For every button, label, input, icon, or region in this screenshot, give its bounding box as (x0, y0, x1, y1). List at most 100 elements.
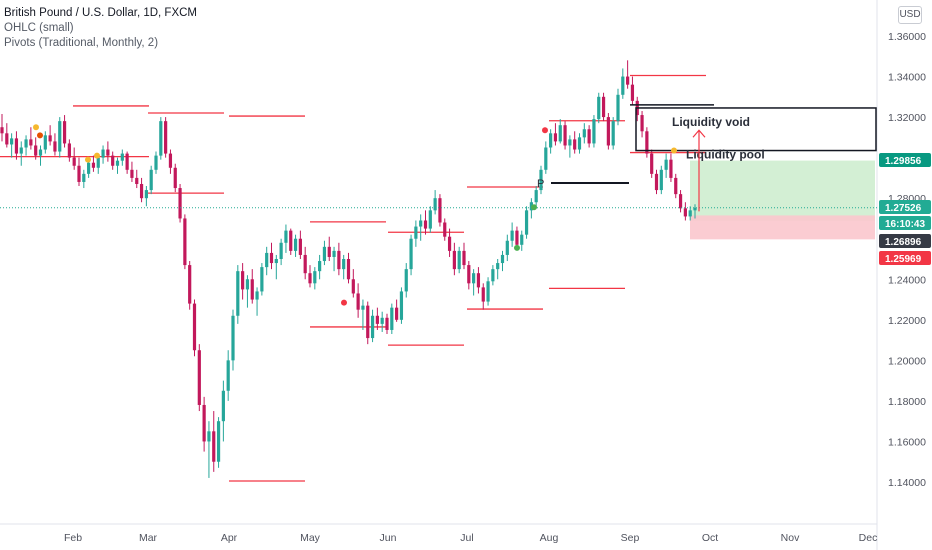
price-tick-label: 1.36000 (888, 31, 926, 43)
candle-body (534, 190, 538, 203)
candle-body (462, 250, 466, 266)
time-tick-label: Oct (702, 532, 718, 544)
candle-body (260, 267, 264, 292)
candle-body (587, 129, 591, 144)
candle-body (606, 117, 610, 146)
candle-body (351, 279, 355, 294)
price-tick-label: 1.16000 (888, 436, 926, 448)
time-tick-label: Mar (139, 532, 158, 544)
candle-body (164, 121, 168, 154)
candle-body (428, 210, 432, 229)
candle-body (467, 265, 471, 284)
time-tick-label: Jul (460, 532, 473, 544)
candle-body (577, 137, 582, 150)
pivot-p-label: P (537, 178, 544, 190)
chart-legend[interactable]: British Pound / U.S. Dollar, 1D, FXCM OH… (4, 6, 197, 51)
candle-body (616, 94, 620, 122)
price-tick-label: 1.14000 (888, 477, 926, 489)
signal-dot (542, 127, 548, 134)
candle-body (226, 360, 230, 391)
candle-body (168, 153, 173, 168)
signal-dot (531, 204, 537, 211)
candle-body (626, 76, 630, 85)
signal-dot (341, 299, 347, 306)
price-tag (879, 200, 931, 214)
price-tag (879, 234, 931, 248)
price-tag (879, 153, 931, 167)
candle-body (654, 173, 659, 191)
price-tags: 1.29856 1.27526 16:10:43 1.26896 1.25969 (879, 153, 931, 265)
candle-body (245, 279, 250, 290)
time-tick-label: Dec (859, 532, 878, 544)
candle-body (269, 252, 274, 264)
candle-body (385, 317, 389, 330)
candle-body (221, 390, 225, 422)
time-tick-label: Apr (221, 532, 238, 544)
candle-body (563, 125, 567, 146)
price-tag-label: 1.26896 (885, 237, 922, 248)
liquidity-pool-label: Liquidity pool (686, 148, 765, 162)
target-arrow (692, 129, 706, 212)
candle-body (322, 246, 327, 262)
signal-dot (85, 156, 91, 163)
currency-button[interactable]: USD (898, 6, 922, 24)
price-tick-label: 1.20000 (888, 355, 926, 367)
candle-body (289, 230, 293, 251)
candle-body (674, 177, 678, 195)
candle-body (539, 169, 543, 191)
liquidity-void-box[interactable] (635, 107, 877, 152)
candle-body (284, 230, 288, 243)
symbol-title[interactable]: British Pound / U.S. Dollar, 1D, FXCM (4, 7, 198, 19)
candle-body (43, 135, 47, 150)
candle-body (553, 133, 558, 142)
candle-body (58, 121, 62, 152)
candle-body (106, 149, 110, 156)
price-tag-label: 1.25969 (885, 254, 922, 265)
candle-body (549, 133, 553, 148)
candle-body (178, 188, 182, 219)
candle-body (62, 121, 67, 144)
price-tag-label: 1.29856 (885, 156, 922, 167)
candle-body (361, 305, 365, 310)
candle-body (255, 291, 259, 300)
candle-body (395, 307, 399, 320)
pivot-levels (0, 74, 706, 482)
candle-body (486, 281, 490, 302)
candle-body (409, 238, 413, 270)
price-tick-label: 1.34000 (888, 72, 926, 84)
candle-body (419, 220, 423, 227)
pivots-indicator-title[interactable]: Pivots (Traditional, Monthly, 2) (4, 37, 159, 49)
candle-body (582, 129, 586, 138)
time-tick-label: Jun (380, 532, 397, 544)
price-tick-label: 1.22000 (888, 315, 926, 327)
candle-body (135, 177, 139, 184)
price-tick-label: 1.24000 (888, 274, 926, 286)
candle-body (520, 234, 524, 245)
candle-body (683, 208, 687, 217)
candle-body (457, 250, 461, 270)
candle-body (404, 269, 408, 292)
signal-dot (671, 147, 677, 154)
time-tick-label: May (300, 532, 321, 544)
candle-body (346, 259, 351, 280)
candle-body (375, 315, 379, 324)
candle-body (111, 155, 115, 166)
candle-body (630, 84, 635, 101)
ohlc-indicator-title[interactable]: OHLC (small) (4, 22, 74, 34)
time-tick-label: Sep (621, 532, 640, 544)
candle-body (669, 159, 673, 178)
candle-body (77, 165, 81, 182)
stop-zone (690, 215, 875, 240)
time-tick-label: Aug (540, 532, 559, 544)
candle-body (144, 190, 148, 199)
time-axis[interactable]: Feb Mar Apr May Jun Jul Aug Sep Oct Nov Dec (64, 532, 877, 544)
candle-body (414, 226, 418, 239)
candle-body (645, 131, 649, 154)
price-tick-label: 1.18000 (888, 396, 926, 408)
candle-body (212, 431, 216, 462)
candle-body (82, 173, 86, 182)
signal-dot (514, 244, 520, 251)
candle-body (265, 252, 269, 268)
candle-body (650, 153, 654, 174)
